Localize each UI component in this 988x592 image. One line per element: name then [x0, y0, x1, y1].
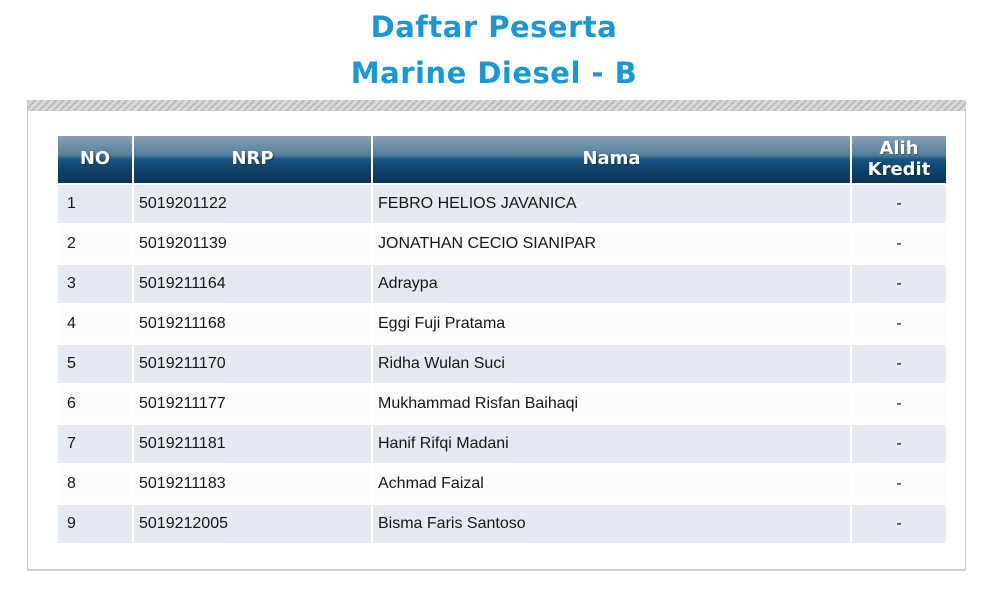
cell-nama: Mukhammad Risfan Baihaqi [373, 385, 850, 423]
table-row: 1 5019201122 FEBRO HELIOS JAVANICA - [58, 185, 946, 223]
cell-nrp: 5019211183 [134, 465, 371, 503]
cell-no: 5 [58, 345, 132, 383]
cell-alih: - [852, 185, 946, 223]
table-row: 4 5019211168 Eggi Fuji Pratama - [58, 305, 946, 343]
cell-alih: - [852, 465, 946, 503]
cell-alih: - [852, 225, 946, 263]
column-header-nama: Nama [373, 136, 850, 183]
participants-table: NO NRP Nama Alih Kredit 1 5019201122 FEBRO… [56, 134, 948, 545]
cell-nama: Adraypa [373, 265, 850, 303]
cell-no: 8 [58, 465, 132, 503]
cell-nrp: 5019201122 [134, 185, 371, 223]
cell-no: 2 [58, 225, 132, 263]
cell-alih: - [852, 385, 946, 423]
cell-no: 7 [58, 425, 132, 463]
cell-no: 9 [58, 505, 132, 543]
column-header-no: NO [58, 136, 132, 183]
table-row: 6 5019211177 Mukhammad Risfan Baihaqi - [58, 385, 946, 423]
table-row: 7 5019211181 Hanif Rifqi Madani - [58, 425, 946, 463]
page-header: Daftar Peserta Marine Diesel - B [0, 0, 988, 100]
cell-nrp: 5019211170 [134, 345, 371, 383]
content-panel: NO NRP Nama Alih Kredit 1 5019201122 FEBRO… [27, 100, 966, 571]
cell-nrp: 5019211181 [134, 425, 371, 463]
cell-nama: Hanif Rifqi Madani [373, 425, 850, 463]
cell-nrp: 5019211168 [134, 305, 371, 343]
cell-nama: Eggi Fuji Pratama [373, 305, 850, 343]
cell-nrp: 5019201139 [134, 225, 371, 263]
cell-alih: - [852, 265, 946, 303]
cell-alih: - [852, 305, 946, 343]
table-header: NO NRP Nama Alih Kredit [58, 136, 946, 183]
cell-alih: - [852, 425, 946, 463]
cell-nama: FEBRO HELIOS JAVANICA [373, 185, 850, 223]
panel-body: NO NRP Nama Alih Kredit 1 5019201122 FEBRO… [27, 111, 966, 571]
column-header-nrp: NRP [134, 136, 371, 183]
column-header-alih-kredit: Alih Kredit [852, 136, 946, 183]
cell-alih: - [852, 505, 946, 543]
cell-no: 3 [58, 265, 132, 303]
table-row: 2 5019201139 JONATHAN CECIO SIANIPAR - [58, 225, 946, 263]
page-title: Daftar Peserta [370, 10, 618, 44]
cell-nrp: 5019212005 [134, 505, 371, 543]
table-row: 9 5019212005 Bisma Faris Santoso - [58, 505, 946, 543]
table-row: 5 5019211170 Ridha Wulan Suci - [58, 345, 946, 383]
cell-nama: Ridha Wulan Suci [373, 345, 850, 383]
cell-nrp: 5019211164 [134, 265, 371, 303]
cell-nrp: 5019211177 [134, 385, 371, 423]
cell-nama: Bisma Faris Santoso [373, 505, 850, 543]
hatched-divider [27, 100, 966, 111]
cell-no: 1 [58, 185, 132, 223]
page-subtitle: Marine Diesel - B [350, 56, 638, 90]
table-row: 8 5019211183 Achmad Faizal - [58, 465, 946, 503]
cell-no: 4 [58, 305, 132, 343]
cell-nama: JONATHAN CECIO SIANIPAR [373, 225, 850, 263]
cell-no: 6 [58, 385, 132, 423]
cell-nama: Achmad Faizal [373, 465, 850, 503]
table-body: 1 5019201122 FEBRO HELIOS JAVANICA -2 501920… [58, 185, 946, 543]
table-row: 3 5019211164 Adraypa - [58, 265, 946, 303]
cell-alih: - [852, 345, 946, 383]
